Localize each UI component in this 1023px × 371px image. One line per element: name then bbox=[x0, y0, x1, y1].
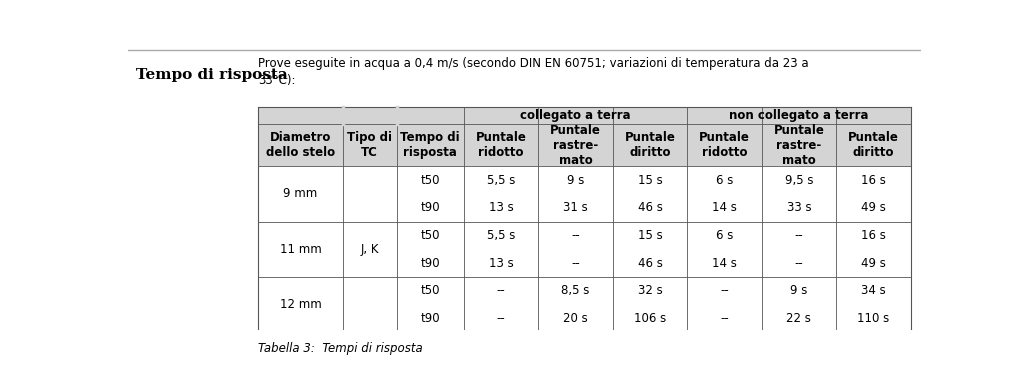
Text: 9 mm: 9 mm bbox=[283, 187, 317, 200]
Text: 14 s: 14 s bbox=[712, 257, 737, 270]
Text: 6 s: 6 s bbox=[716, 174, 733, 187]
Text: 20 s: 20 s bbox=[564, 312, 588, 325]
Text: 22 s: 22 s bbox=[787, 312, 811, 325]
Text: 106 s: 106 s bbox=[634, 312, 666, 325]
Text: 8,5 s: 8,5 s bbox=[562, 285, 589, 298]
Text: Puntale
diritto: Puntale diritto bbox=[625, 131, 675, 159]
Text: --: -- bbox=[571, 257, 580, 270]
Text: t90: t90 bbox=[420, 201, 440, 214]
Text: Tempo di
risposta: Tempo di risposta bbox=[400, 131, 460, 159]
Text: 15 s: 15 s bbox=[637, 174, 663, 187]
Text: 49 s: 49 s bbox=[861, 257, 886, 270]
Text: 16 s: 16 s bbox=[861, 229, 886, 242]
Text: 34 s: 34 s bbox=[861, 285, 886, 298]
Text: t90: t90 bbox=[420, 312, 440, 325]
Text: --: -- bbox=[497, 312, 505, 325]
Text: 32 s: 32 s bbox=[637, 285, 663, 298]
Text: 9 s: 9 s bbox=[567, 174, 584, 187]
Text: Puntale
ridotto: Puntale ridotto bbox=[699, 131, 750, 159]
Text: 14 s: 14 s bbox=[712, 201, 737, 214]
Bar bbox=[258, 305, 910, 332]
Text: 16 s: 16 s bbox=[861, 174, 886, 187]
Bar bbox=[258, 107, 910, 124]
Bar bbox=[258, 166, 910, 194]
Text: 49 s: 49 s bbox=[861, 201, 886, 214]
Text: 13 s: 13 s bbox=[489, 257, 514, 270]
Text: 33 s: 33 s bbox=[787, 201, 811, 214]
Text: 46 s: 46 s bbox=[637, 257, 663, 270]
Text: --: -- bbox=[795, 257, 803, 270]
Text: 31 s: 31 s bbox=[564, 201, 588, 214]
Bar bbox=[258, 249, 910, 277]
Text: t90: t90 bbox=[420, 257, 440, 270]
Text: 11 mm: 11 mm bbox=[279, 243, 321, 256]
Text: 9,5 s: 9,5 s bbox=[785, 174, 813, 187]
Bar bbox=[258, 124, 910, 166]
Text: 110 s: 110 s bbox=[857, 312, 890, 325]
Text: 5,5 s: 5,5 s bbox=[487, 174, 516, 187]
Text: 12 mm: 12 mm bbox=[279, 298, 321, 311]
Text: --: -- bbox=[795, 229, 803, 242]
Bar bbox=[258, 221, 910, 249]
Text: 46 s: 46 s bbox=[637, 201, 663, 214]
Text: Diametro
dello stelo: Diametro dello stelo bbox=[266, 131, 336, 159]
Text: non collegato a terra: non collegato a terra bbox=[729, 109, 869, 122]
Text: t50: t50 bbox=[420, 229, 440, 242]
Text: 15 s: 15 s bbox=[637, 229, 663, 242]
Text: Puntale
rastre-
mato: Puntale rastre- mato bbox=[550, 124, 601, 167]
Text: Puntale
ridotto: Puntale ridotto bbox=[476, 131, 527, 159]
Text: Puntale
diritto: Puntale diritto bbox=[848, 131, 899, 159]
Text: collegato a terra: collegato a terra bbox=[521, 109, 631, 122]
Bar bbox=[258, 194, 910, 221]
Text: --: -- bbox=[720, 285, 728, 298]
Text: J, K: J, K bbox=[360, 243, 379, 256]
Text: 9 s: 9 s bbox=[790, 285, 807, 298]
Text: Prove eseguite in acqua a 0,4 m/s (secondo DIN EN 60751; variazioni di temperatu: Prove eseguite in acqua a 0,4 m/s (secon… bbox=[258, 57, 809, 87]
Text: 13 s: 13 s bbox=[489, 201, 514, 214]
Text: t50: t50 bbox=[420, 285, 440, 298]
Text: Tipo di
TC: Tipo di TC bbox=[347, 131, 392, 159]
Text: 6 s: 6 s bbox=[716, 229, 733, 242]
Text: Tabella 3:  Tempi di risposta: Tabella 3: Tempi di risposta bbox=[258, 342, 422, 355]
Text: --: -- bbox=[497, 285, 505, 298]
Text: Puntale
rastre-
mato: Puntale rastre- mato bbox=[773, 124, 825, 167]
Text: --: -- bbox=[571, 229, 580, 242]
Text: t50: t50 bbox=[420, 174, 440, 187]
Text: --: -- bbox=[720, 312, 728, 325]
Text: Tempo di risposta: Tempo di risposta bbox=[136, 68, 287, 82]
Text: 5,5 s: 5,5 s bbox=[487, 229, 516, 242]
Bar bbox=[258, 277, 910, 305]
